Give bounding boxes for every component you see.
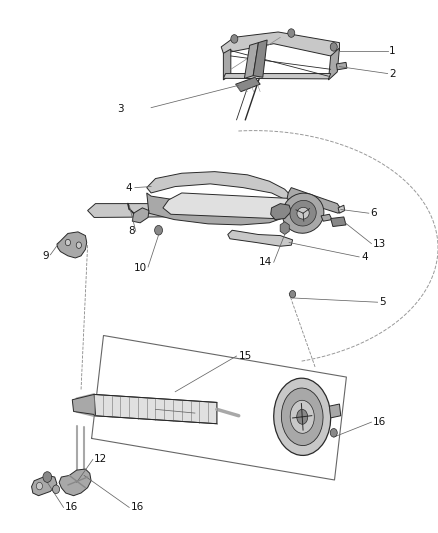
Polygon shape	[88, 204, 297, 217]
Polygon shape	[287, 188, 341, 213]
Polygon shape	[59, 469, 91, 496]
Text: 4: 4	[361, 252, 368, 262]
Polygon shape	[271, 204, 291, 220]
Circle shape	[290, 290, 296, 298]
Ellipse shape	[297, 207, 309, 219]
Polygon shape	[244, 43, 258, 78]
Text: 13: 13	[373, 239, 386, 248]
Text: 15: 15	[239, 351, 252, 361]
Polygon shape	[228, 230, 293, 246]
Circle shape	[76, 242, 81, 248]
Polygon shape	[321, 214, 332, 221]
Polygon shape	[221, 32, 339, 56]
Polygon shape	[329, 404, 341, 418]
Text: 12: 12	[94, 455, 107, 464]
Ellipse shape	[274, 378, 331, 455]
Text: 10: 10	[134, 263, 147, 272]
Polygon shape	[328, 48, 339, 80]
Polygon shape	[336, 62, 347, 70]
Circle shape	[43, 472, 52, 482]
Text: 8: 8	[128, 227, 135, 236]
Text: 4: 4	[126, 183, 132, 192]
Text: 16: 16	[373, 417, 386, 427]
Polygon shape	[163, 193, 293, 219]
Circle shape	[53, 485, 60, 494]
Polygon shape	[94, 394, 217, 424]
Polygon shape	[236, 77, 260, 92]
Text: 9: 9	[42, 251, 49, 261]
Text: 16: 16	[131, 503, 144, 512]
Text: 11: 11	[196, 408, 209, 418]
Text: 5: 5	[379, 297, 385, 307]
Circle shape	[65, 239, 71, 246]
Ellipse shape	[281, 388, 323, 446]
Polygon shape	[57, 232, 87, 258]
Polygon shape	[32, 475, 57, 496]
Text: 16: 16	[65, 503, 78, 512]
Polygon shape	[72, 394, 95, 415]
Ellipse shape	[283, 193, 324, 233]
Circle shape	[330, 43, 337, 51]
Circle shape	[330, 429, 337, 437]
Ellipse shape	[290, 200, 316, 226]
Polygon shape	[147, 172, 291, 201]
Text: 1: 1	[389, 46, 396, 55]
Polygon shape	[253, 40, 267, 77]
Ellipse shape	[290, 400, 314, 433]
Polygon shape	[223, 49, 231, 80]
Ellipse shape	[297, 409, 308, 424]
Text: 14: 14	[259, 257, 272, 267]
Polygon shape	[331, 217, 346, 227]
Circle shape	[231, 35, 238, 43]
Text: 3: 3	[117, 104, 124, 114]
Text: 6: 6	[370, 208, 377, 218]
Polygon shape	[223, 74, 331, 79]
Circle shape	[288, 29, 295, 37]
Circle shape	[36, 482, 42, 490]
Polygon shape	[132, 208, 149, 223]
Polygon shape	[338, 205, 345, 213]
Text: 2: 2	[389, 69, 396, 78]
Polygon shape	[147, 193, 291, 225]
Circle shape	[155, 225, 162, 235]
